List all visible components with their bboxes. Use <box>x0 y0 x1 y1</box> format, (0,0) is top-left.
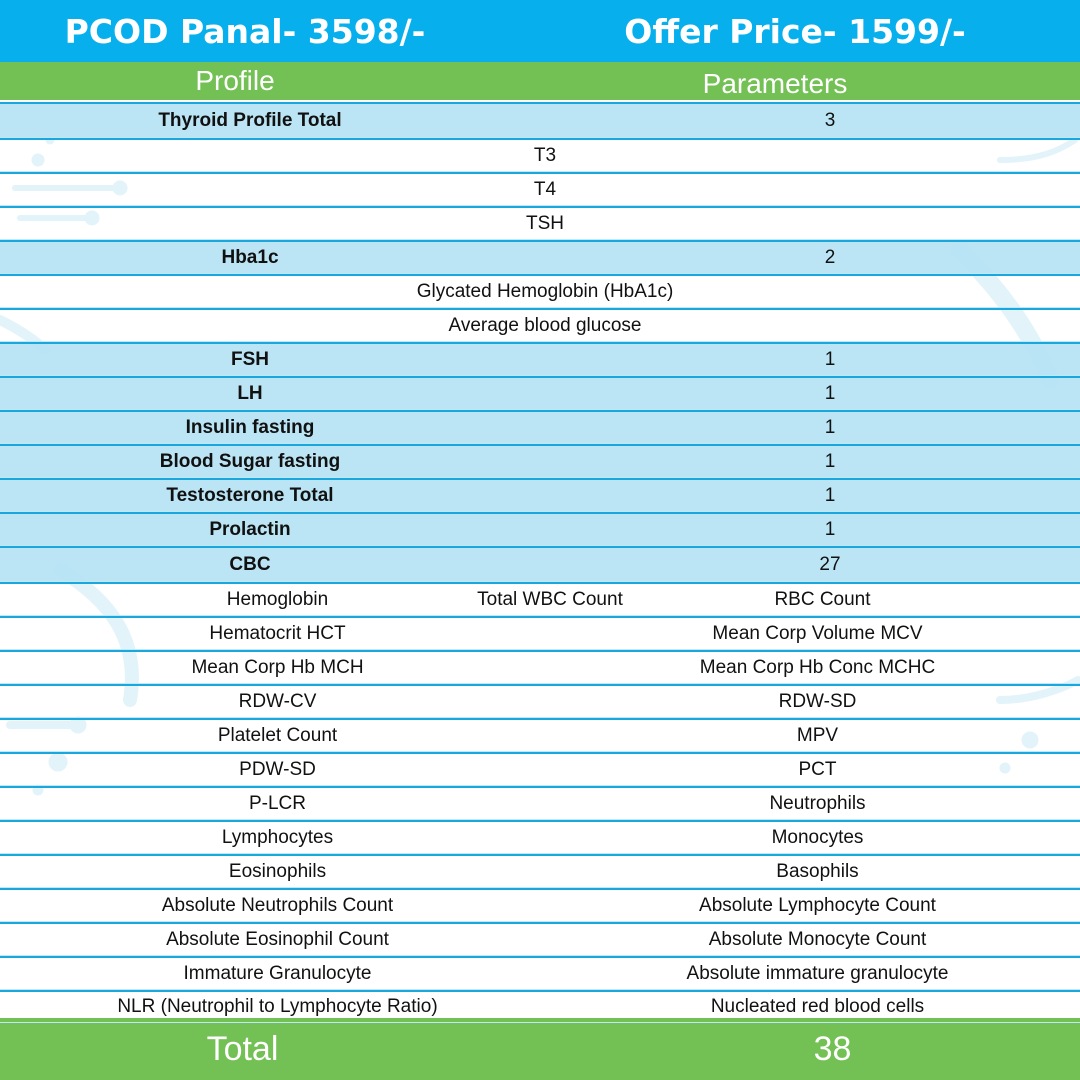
parameter-count: 1 <box>824 450 836 472</box>
parameter-count: 1 <box>824 518 836 540</box>
profile-name: Testosterone Total <box>166 484 334 506</box>
parameter-name: Immature Granulocyte <box>183 962 372 984</box>
cbc-parameter-row: P-LCR Neutrophils <box>0 786 1080 820</box>
cbc-parameter-row: Eosinophils Basophils <box>0 854 1080 888</box>
parameter-name: RBC Count <box>774 588 871 610</box>
profile-row-cbc: CBC 27 <box>0 546 1080 582</box>
parameter-count: 1 <box>824 382 836 404</box>
parameter-row: TSH <box>0 206 1080 240</box>
parameter-name: Mean Corp Hb Conc MCHC <box>699 656 936 678</box>
total-value: 38 <box>813 1029 852 1068</box>
profile-row-thyroid: Thyroid Profile Total 3 <box>0 102 1080 138</box>
total-footer: Total 38 <box>0 1018 1080 1080</box>
profile-name: FSH <box>231 348 269 370</box>
parameters-column-label: Parameters <box>702 68 848 99</box>
cbc-parameter-row: Platelet Count MPV <box>0 718 1080 752</box>
cbc-parameter-row: Hematocrit HCT Mean Corp Volume MCV <box>0 616 1080 650</box>
parameter-row: T4 <box>0 172 1080 206</box>
parameter-name: Absolute Monocyte Count <box>708 928 927 950</box>
parameter-name: Eosinophils <box>228 860 327 882</box>
profile-name: Blood Sugar fasting <box>159 450 341 472</box>
offer-price: Offer Price- 1599/- <box>624 11 966 51</box>
total-label: Total <box>206 1029 279 1068</box>
parameter-name: RDW-CV <box>238 690 317 712</box>
parameter-name: PCT <box>798 758 837 780</box>
cbc-parameter-row: Absolute Eosinophil Count Absolute Monoc… <box>0 922 1080 956</box>
parameter-name: MPV <box>796 724 839 746</box>
parameter-name: Lymphocytes <box>221 826 334 848</box>
parameter-count: 1 <box>824 416 836 438</box>
column-header: Profile Parameters <box>0 62 1080 102</box>
cbc-parameter-row: Mean Corp Hb MCH Mean Corp Hb Conc MCHC <box>0 650 1080 684</box>
parameter-name: T4 <box>533 178 557 200</box>
profile-row-hba1c: Hba1c 2 <box>0 240 1080 274</box>
cbc-parameter-row: Hemoglobin Total WBC Count RBC Count <box>0 582 1080 616</box>
parameter-name: RDW-SD <box>778 690 857 712</box>
parameter-name: NLR (Neutrophil to Lymphocyte Ratio) <box>117 996 438 1017</box>
profile-column-label: Profile <box>195 65 275 96</box>
parameter-count: 2 <box>824 246 836 268</box>
cbc-parameter-row: RDW-CV RDW-SD <box>0 684 1080 718</box>
profile-row-blood-sugar: Blood Sugar fasting 1 <box>0 444 1080 478</box>
cbc-parameter-row: Immature Granulocyte Absolute immature g… <box>0 956 1080 990</box>
cbc-parameter-row: PDW-SD PCT <box>0 752 1080 786</box>
cbc-parameter-row: Absolute Neutrophils Count Absolute Lymp… <box>0 888 1080 922</box>
parameter-name: Mean Corp Hb MCH <box>191 656 364 678</box>
parameter-name: Monocytes <box>771 826 864 848</box>
parameter-name: Absolute Neutrophils Count <box>161 894 394 916</box>
cbc-parameter-row: NLR (Neutrophil to Lymphocyte Ratio) Nuc… <box>0 990 1080 1023</box>
parameter-name: P-LCR <box>248 792 306 814</box>
parameter-name: Absolute Eosinophil Count <box>166 928 389 950</box>
parameter-row: Average blood glucose <box>0 308 1080 342</box>
parameter-name: Average blood glucose <box>448 314 642 336</box>
parameter-name: Total WBC Count <box>477 588 623 610</box>
parameter-name: Absolute immature granulocyte <box>686 962 949 984</box>
parameter-name: Hemoglobin <box>226 588 329 610</box>
parameter-name: TSH <box>526 212 564 234</box>
parameter-name: Basophils <box>776 860 859 882</box>
price-header: PCOD Panal- 3598/- Offer Price- 1599/- <box>0 0 1080 62</box>
profile-row-prolactin: Prolactin 1 <box>0 512 1080 546</box>
parameter-row: Glycated Hemoglobin (HbA1c) <box>0 274 1080 308</box>
parameter-row: T3 <box>0 138 1080 172</box>
parameter-name: T3 <box>533 144 557 166</box>
parameter-count: 1 <box>824 348 836 370</box>
parameter-name: Platelet Count <box>217 724 338 746</box>
parameter-name: Mean Corp Volume MCV <box>712 622 923 644</box>
profile-name: CBC <box>229 553 271 575</box>
profile-row-lh: LH 1 <box>0 376 1080 410</box>
parameter-name: Hematocrit HCT <box>209 622 346 644</box>
profile-row-testosterone: Testosterone Total 1 <box>0 478 1080 512</box>
parameter-name: Nucleated red blood cells <box>710 996 925 1017</box>
parameter-name: Neutrophils <box>769 792 866 814</box>
profile-name: Hba1c <box>221 246 279 268</box>
cbc-parameter-row: Lymphocytes Monocytes <box>0 820 1080 854</box>
profile-row-insulin: Insulin fasting 1 <box>0 410 1080 444</box>
profile-row-fsh: FSH 1 <box>0 342 1080 376</box>
profile-name: Thyroid Profile Total <box>158 109 342 131</box>
parameter-name: Glycated Hemoglobin (HbA1c) <box>416 280 674 302</box>
parameter-name: PDW-SD <box>239 758 316 780</box>
parameter-name: Absolute Lymphocyte Count <box>699 894 936 916</box>
profile-name: Prolactin <box>209 518 291 540</box>
profile-name: LH <box>237 382 263 404</box>
panel-price: PCOD Panal- 3598/- <box>64 11 426 51</box>
parameter-count: 1 <box>824 484 836 506</box>
profile-name: Insulin fasting <box>185 416 315 438</box>
parameter-count: 27 <box>819 553 841 575</box>
parameter-count: 3 <box>824 109 836 131</box>
